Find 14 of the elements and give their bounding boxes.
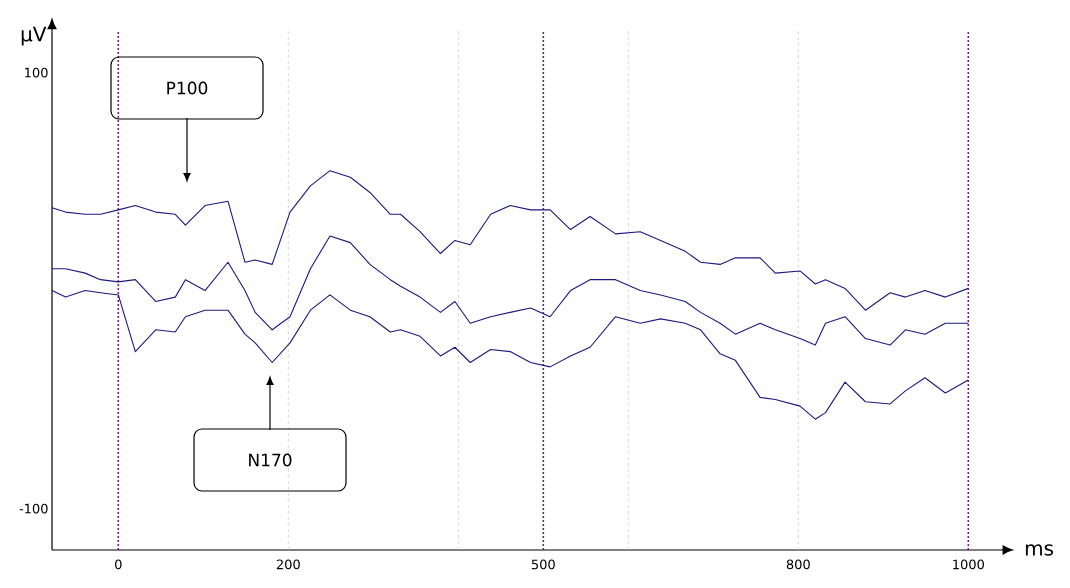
y-tick-label: -100 [19,503,48,514]
annotation: N170 [249,453,292,467]
x-tick-label: 200 [276,559,300,570]
y-tick-label: 100 [25,67,48,78]
line-series [51,290,969,420]
x-tick-label: 500 [531,559,555,570]
x-tick-label: 1000 [953,559,984,570]
line-series [51,170,969,311]
annotation: P100 [167,81,208,95]
x-tick-label: 0 [115,559,122,570]
x-tick-label: 800 [786,559,810,570]
y-axis-title: µV [21,26,47,46]
line-series [51,235,969,346]
x-axis-title: ms [1025,544,1054,556]
